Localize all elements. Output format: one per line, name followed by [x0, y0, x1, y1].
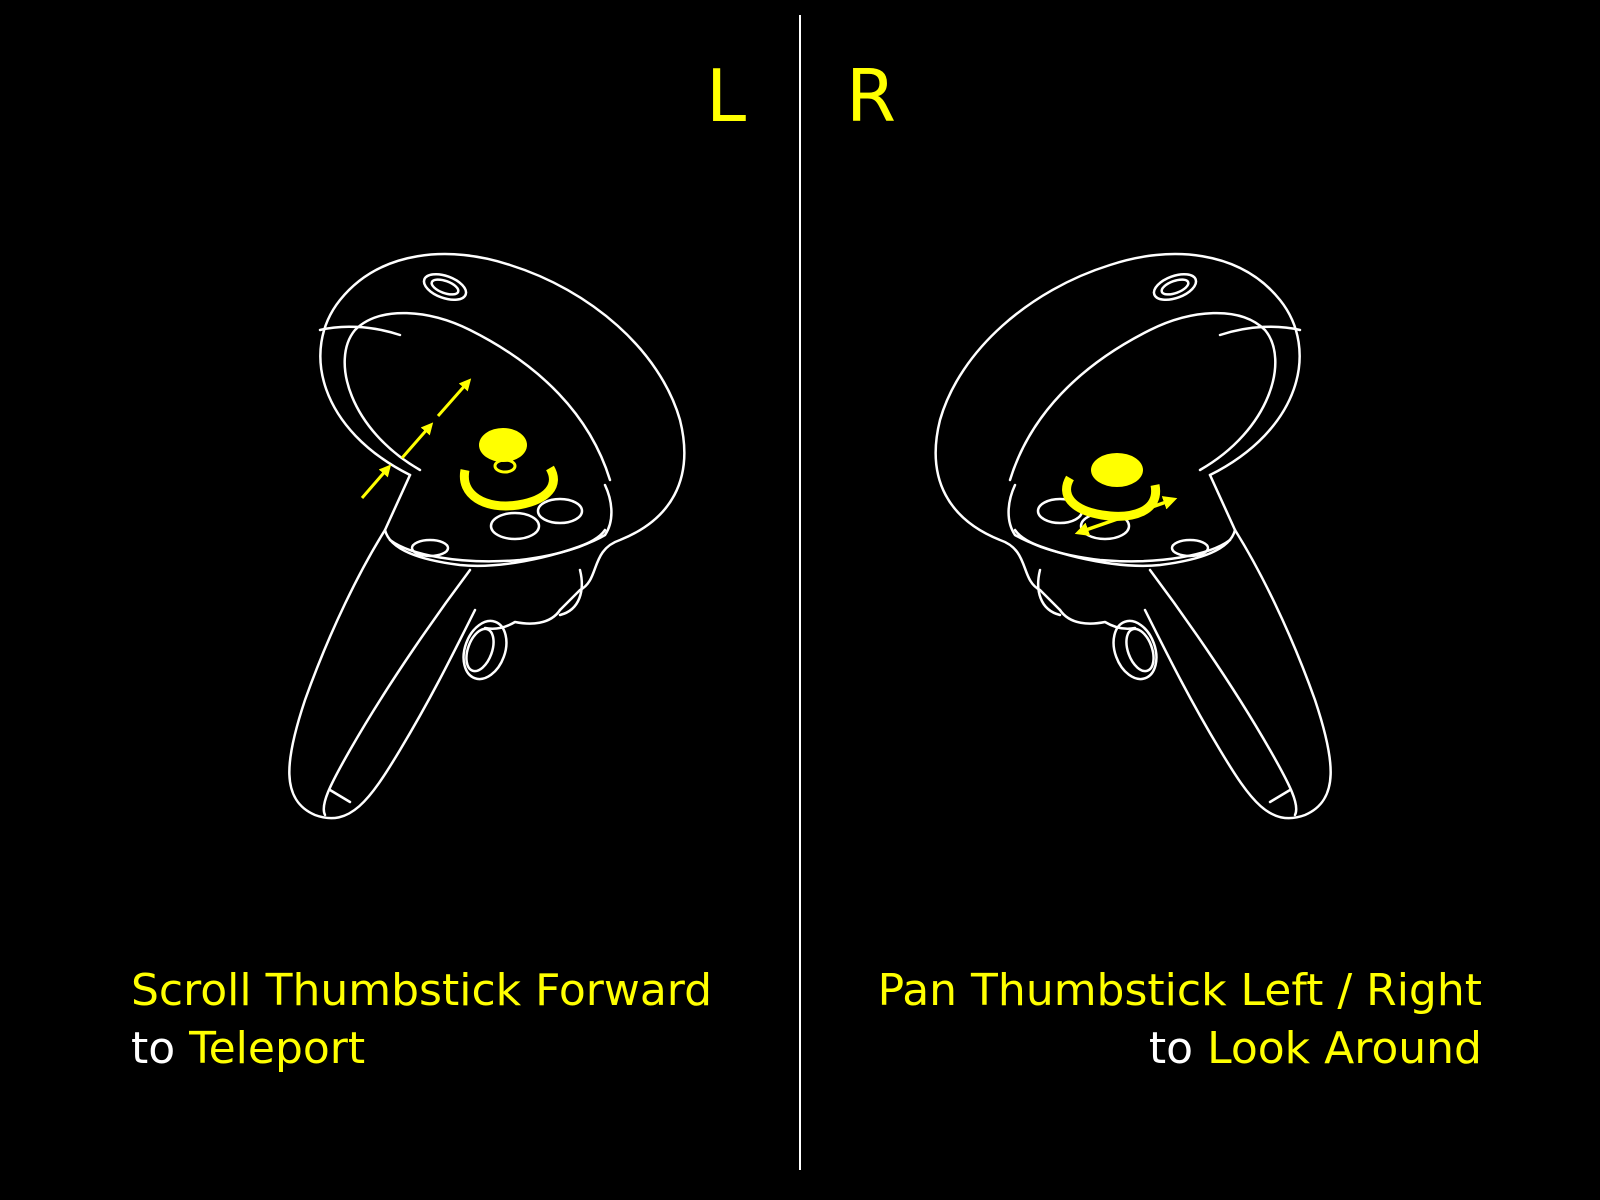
left-caption-prefix: to [131, 1023, 176, 1074]
center-divider [799, 15, 801, 1170]
left-hand-label: L [706, 54, 747, 138]
left-controller-icon [288, 252, 686, 820]
left-caption-line1: Scroll Thumbstick Forward [131, 965, 713, 1016]
right-caption: Pan Thumbstick Left / Right to Look Arou… [878, 962, 1482, 1078]
right-controller-icon [934, 252, 1332, 820]
right-caption-line1: Pan Thumbstick Left / Right [877, 965, 1482, 1016]
right-caption-highlight: Look Around [1207, 1023, 1482, 1074]
left-caption-highlight: Teleport [189, 1023, 366, 1074]
right-caption-prefix: to [1148, 1023, 1194, 1074]
left-caption: Scroll Thumbstick Forward to Teleport [131, 962, 712, 1078]
right-hand-label: R [846, 54, 897, 138]
